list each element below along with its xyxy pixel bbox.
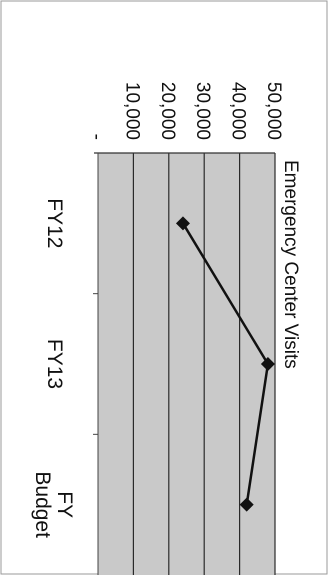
data-point-marker: [260, 357, 275, 371]
category-label-line: FY: [53, 491, 76, 518]
category-label-line: FY13: [43, 339, 66, 389]
plot-area: [98, 153, 275, 575]
series-line: [175, 216, 275, 512]
y-tick-label: 50,000: [263, 82, 284, 140]
category-label-line: FY12: [43, 198, 66, 248]
labels: - 10,000 20,000 30,000 40,000 50,000 FY12 FY13 F…: [31, 82, 301, 538]
y-tick-label: -: [86, 134, 107, 140]
y-tick-label: 10,000: [121, 82, 142, 140]
chart-title: Emergency Center Visits: [280, 160, 301, 369]
category-label: FY12: [43, 198, 66, 248]
gridlines: [132, 153, 276, 575]
category-label: FY13: [43, 339, 66, 389]
y-tick-label: 20,000: [157, 82, 178, 140]
y-tick-label: 30,000: [192, 82, 213, 140]
axes: [93, 152, 275, 575]
data-point-marker: [239, 497, 254, 512]
category-label-line: Budget: [31, 471, 54, 538]
data-point-marker: [175, 216, 190, 231]
y-tick-label: 40,000: [228, 82, 249, 140]
